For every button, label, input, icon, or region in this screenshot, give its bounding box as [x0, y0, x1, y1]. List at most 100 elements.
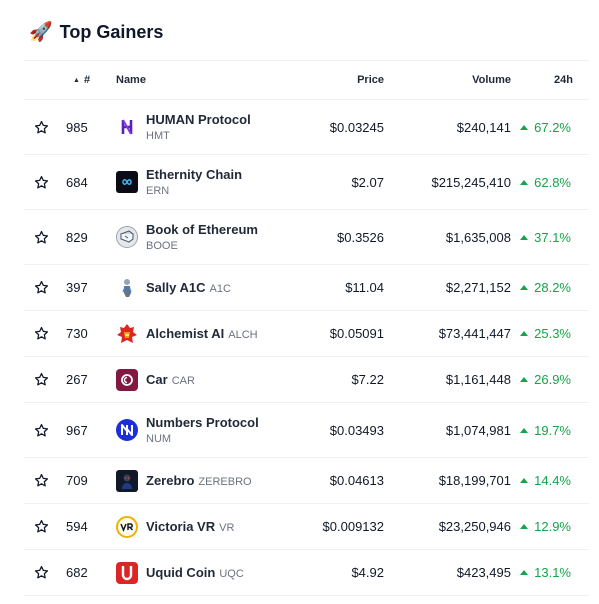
rank-cell: 684	[66, 174, 88, 190]
coin-name: Alchemist AI	[146, 326, 225, 341]
volume-cell: $1,635,008	[445, 229, 511, 245]
price-column-header[interactable]: Price	[357, 74, 384, 86]
coin-name-cell[interactable]: Ethernity Chain ERN	[116, 167, 286, 197]
table-row[interactable]: 684 Ethernity Chain ERN $2.07 $215,245,41…	[24, 155, 589, 210]
coin-symbol: ALCH	[228, 329, 258, 341]
caret-up-icon	[520, 331, 529, 336]
coin-name-cell[interactable]: Sally A1C A1C	[116, 277, 286, 299]
volume-cell: $423,495	[456, 565, 511, 580]
star-icon[interactable]	[24, 473, 58, 488]
star-icon[interactable]	[24, 120, 58, 135]
coin-name-cell[interactable]: Zerebro ZEREBRO	[116, 469, 286, 492]
caret-up-icon	[520, 124, 529, 130]
coin-name: Uquid Coin	[146, 565, 216, 580]
change-24h-cell: 37.1%	[511, 230, 581, 245]
rank-cell: 985	[66, 119, 88, 135]
coin-name: Book of Ethereum	[146, 222, 258, 237]
change-24h-cell: 13.1%	[511, 565, 581, 580]
coin-name: Zerebro	[146, 473, 195, 488]
price-cell: $11.04	[345, 280, 384, 295]
table-row[interactable]: 594 Victoria VR VR $0.009132 $23,250,946 …	[24, 504, 589, 550]
zerebro-logo	[116, 469, 138, 492]
coin-name: Ethernity Chain	[146, 167, 243, 182]
coin-name-cell[interactable]: Car CAR	[116, 368, 286, 391]
rank-cell: 730	[66, 326, 88, 341]
uquid-coin-logo	[116, 561, 138, 584]
coin-symbol: CAR	[171, 375, 195, 387]
caret-up-icon	[520, 427, 529, 433]
star-icon[interactable]	[24, 372, 58, 387]
section-header: 🚀 Top Gainers	[29, 20, 163, 44]
caret-up-icon	[520, 285, 529, 290]
table-row[interactable]: 985 HUMAN Protocol HMT $0.03245 $240,141 …	[24, 100, 589, 155]
coin-symbol: ERN	[146, 185, 170, 197]
name-column-header[interactable]: Name	[116, 74, 146, 86]
star-icon[interactable]	[24, 175, 58, 190]
rank-cell: 829	[66, 229, 88, 245]
coin-name-cell[interactable]: Numbers Protocol NUM	[116, 415, 286, 445]
section-title: Top Gainers	[59, 22, 164, 42]
rank-column-header[interactable]: ▲ #	[73, 74, 91, 86]
price-cell: $7.22	[351, 372, 384, 387]
coin-symbol: HMT	[146, 130, 170, 142]
change-24h-cell: 19.7%	[511, 423, 581, 438]
change-24h-cell: 62.8%	[511, 175, 581, 190]
star-icon[interactable]	[24, 326, 58, 341]
change-24h-cell: 14.4%	[511, 473, 581, 488]
volume-column-header[interactable]: Volume	[472, 74, 511, 86]
coin-name: HUMAN Protocol	[146, 112, 251, 127]
coin-symbol: VR	[219, 522, 235, 534]
coin-symbol: BOOE	[146, 240, 178, 252]
price-cell: $4.92	[351, 565, 384, 580]
price-cell: $2.07	[351, 174, 384, 190]
volume-cell: $215,245,410	[431, 174, 511, 190]
price-cell: $0.05091	[329, 326, 384, 341]
coin-name-cell[interactable]: Uquid Coin UQC	[116, 561, 286, 584]
table-row[interactable]: 397 Sally A1C A1C $11.04 $2,271,152 28.2%	[24, 265, 589, 311]
table-row[interactable]: 829 Book of Ethereum BOOE $0.3526 $1,635,…	[24, 210, 589, 265]
change-24h-cell: 28.2%	[511, 280, 581, 295]
price-cell: $0.009132	[322, 519, 384, 534]
caret-up-icon	[520, 570, 529, 575]
change-24h-cell: 67.2%	[511, 120, 581, 135]
rocket-icon: 🚀	[29, 21, 53, 43]
table-header: ▲ # Name Price Volume 24h	[24, 61, 589, 100]
volume-cell: $73,441,447	[438, 326, 511, 341]
caret-up-icon	[520, 377, 529, 382]
change-24h-cell: 26.9%	[511, 372, 581, 387]
coin-symbol: UQC	[219, 568, 244, 580]
coin-name-cell[interactable]: Victoria VR VR	[116, 515, 286, 538]
star-icon[interactable]	[24, 280, 58, 295]
caret-up-icon	[520, 179, 529, 185]
rank-cell: 594	[66, 519, 88, 534]
table-row[interactable]: 267 Car CAR $7.22 $1,161,448 26.9%	[24, 357, 589, 403]
ethernity-chain-logo	[116, 171, 138, 193]
coin-name: Sally A1C	[146, 280, 206, 295]
price-cell: $0.03493	[329, 422, 384, 438]
coin-symbol: A1C	[209, 283, 231, 295]
rank-cell: 709	[66, 473, 88, 488]
numbers-protocol-logo	[116, 419, 138, 441]
table-row[interactable]: 682 Uquid Coin UQC $4.92 $423,495 13.1%	[24, 550, 589, 596]
table-row[interactable]: 730 Alchemist AI ALCH $0.05091 $73,441,44…	[24, 311, 589, 357]
car-logo	[116, 368, 138, 391]
rank-cell: 267	[66, 372, 88, 387]
table-row[interactable]: 709 Zerebro ZEREBRO $0.04613 $18,199,701 …	[24, 458, 589, 504]
caret-up-icon	[520, 478, 529, 483]
volume-cell: $23,250,946	[438, 519, 511, 534]
price-cell: $0.04613	[329, 473, 384, 488]
book-of-ethereum-logo	[116, 226, 138, 248]
volume-cell: $240,141	[456, 119, 511, 135]
star-icon[interactable]	[24, 230, 58, 245]
star-icon[interactable]	[24, 565, 58, 580]
coin-name-cell[interactable]: Book of Ethereum BOOE	[116, 222, 286, 252]
change-24h-column-header[interactable]: 24h	[554, 74, 573, 86]
coin-symbol: NUM	[146, 433, 172, 445]
table-row[interactable]: 967 Numbers Protocol NUM $0.03493 $1,074,…	[24, 403, 589, 458]
change-24h-cell: 25.3%	[511, 326, 581, 341]
price-cell: $0.3526	[337, 229, 384, 245]
coin-name-cell[interactable]: Alchemist AI ALCH	[116, 323, 286, 345]
star-icon[interactable]	[24, 519, 58, 534]
coin-name-cell[interactable]: HUMAN Protocol HMT	[116, 112, 286, 142]
star-icon[interactable]	[24, 423, 58, 438]
